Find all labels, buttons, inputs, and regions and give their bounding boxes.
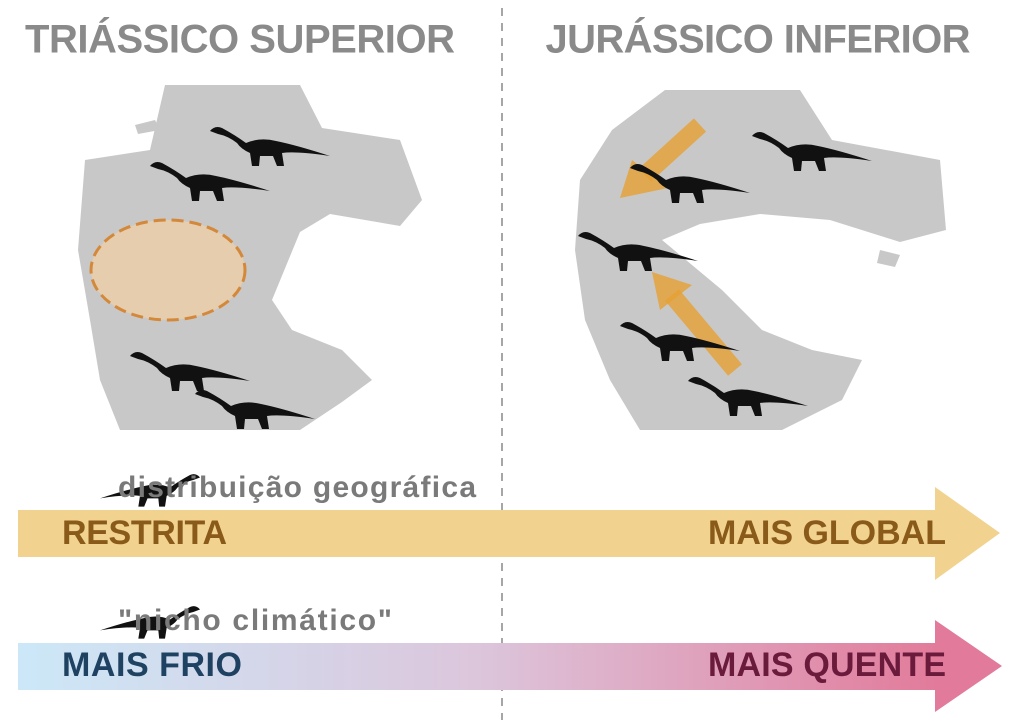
panel-title: TRIÁSSICO SUPERIOR xyxy=(25,17,455,62)
scale-left: MAIS FRIO xyxy=(62,646,242,684)
scale-climate: "nicho climático" MAIS FRIO MAIS QUENTE xyxy=(18,604,1002,712)
scale-right: MAIS GLOBAL xyxy=(708,514,946,552)
panel-title: JURÁSSICO INFERIOR xyxy=(546,17,971,62)
scale-left: RESTRITA xyxy=(62,514,227,552)
map-jurassic xyxy=(575,90,946,430)
scale-distribution: distribuição geográfica RESTRITA MAIS GL… xyxy=(18,471,1000,580)
scale-label: "nicho climático" xyxy=(118,604,392,637)
scale-right: MAIS QUENTE xyxy=(708,646,946,684)
scale-label: distribuição geográfica xyxy=(118,471,476,504)
map-triassic xyxy=(78,85,422,430)
